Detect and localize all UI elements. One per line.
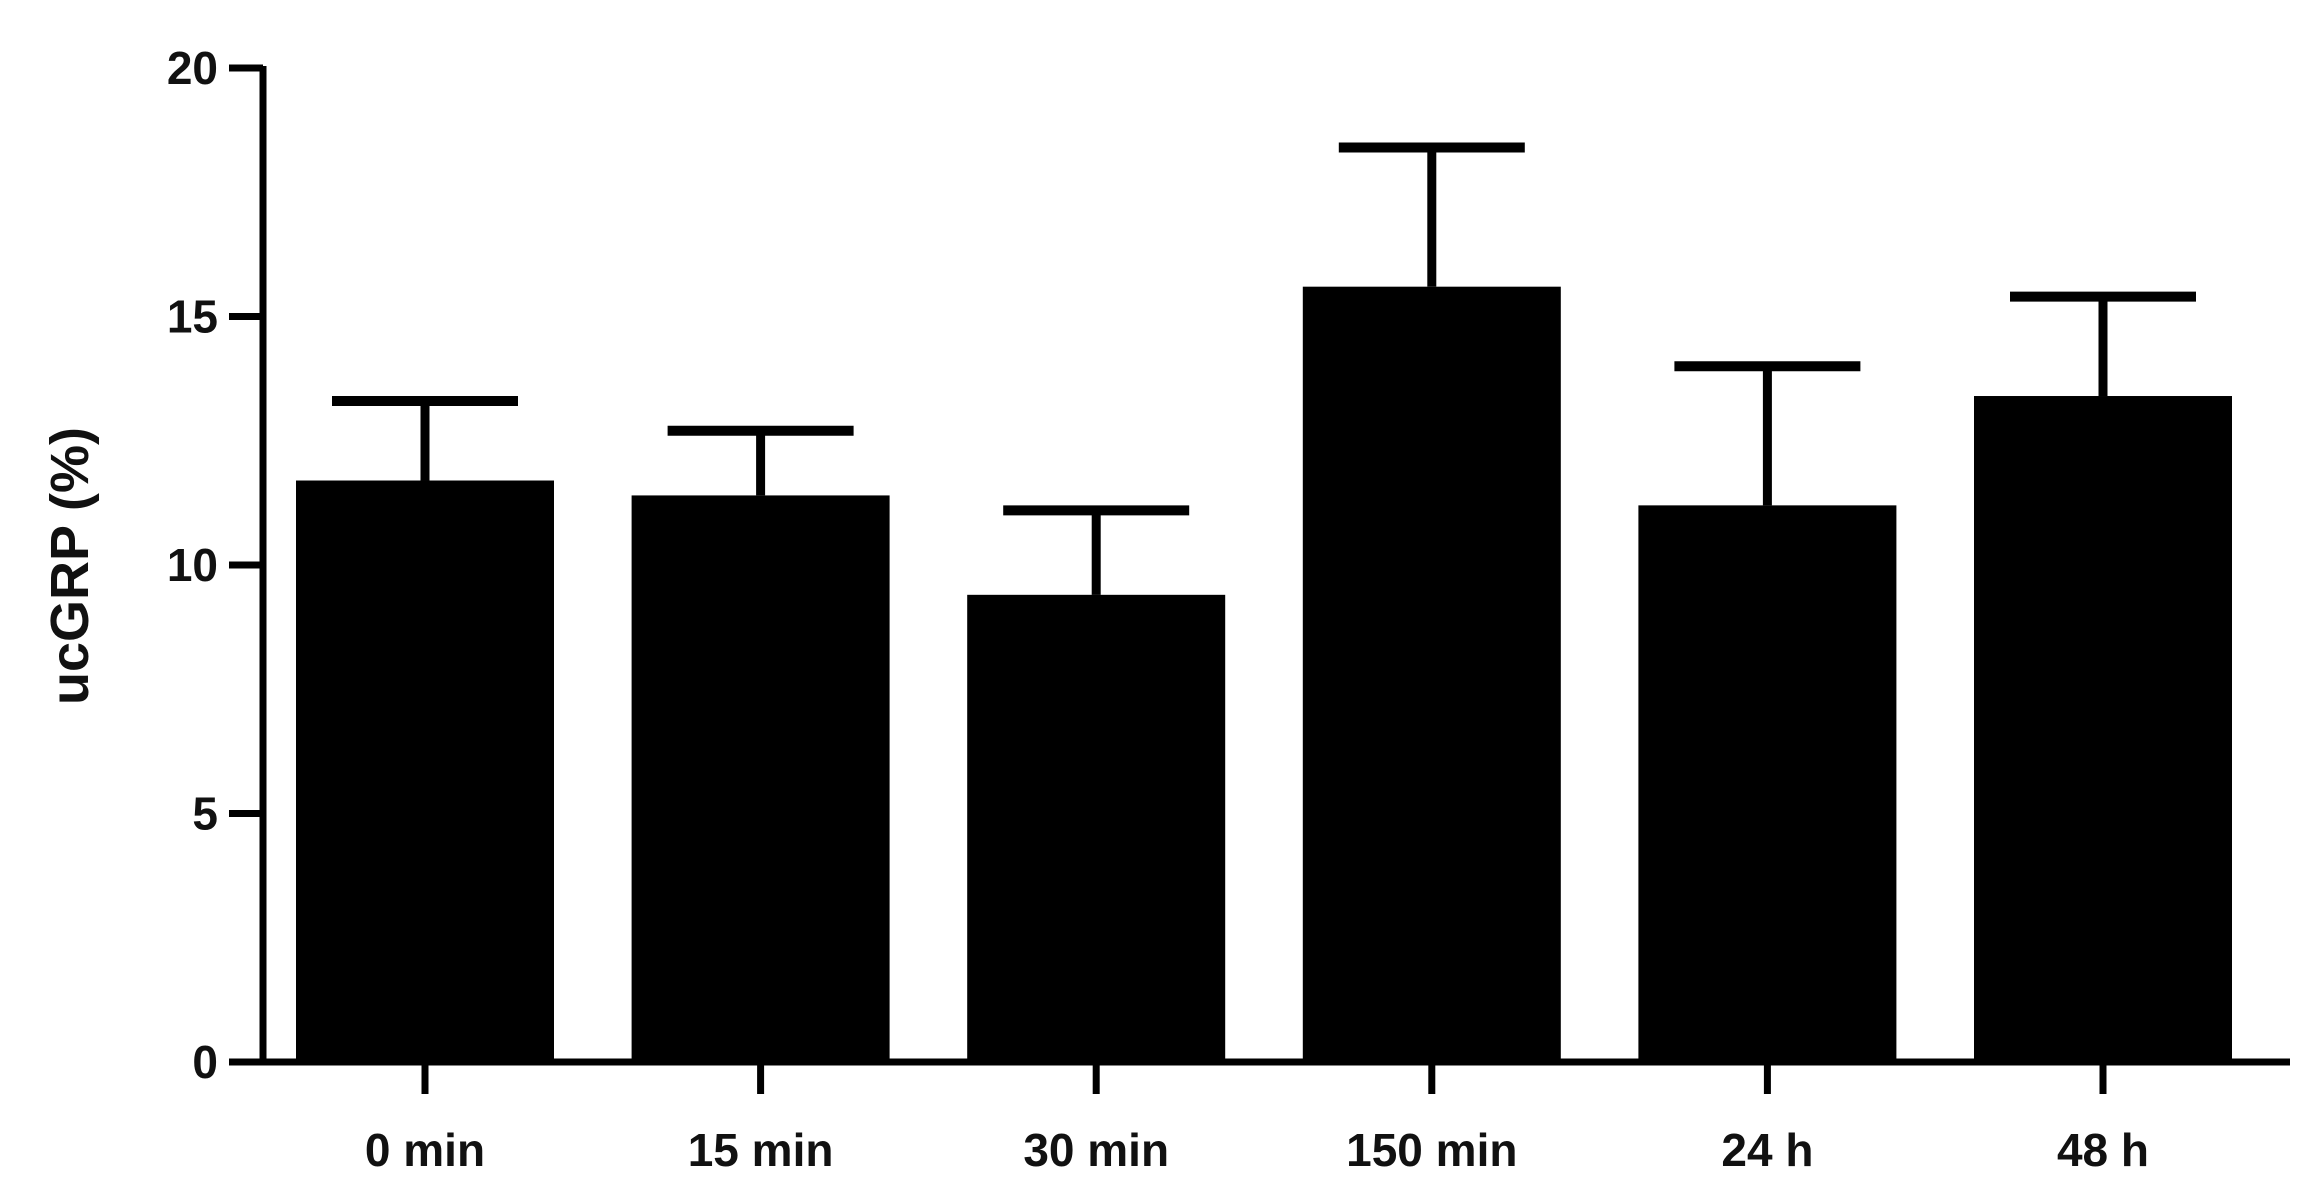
y-ticks: 0 5 10 15 20: [167, 42, 263, 1088]
y-tick-label: 20: [167, 42, 218, 94]
x-tick-label: 0 min: [365, 1124, 485, 1176]
y-axis-title: ucGRP (%): [40, 427, 100, 705]
bar: [1302, 286, 1561, 1062]
x-tick-label: 30 min: [1023, 1124, 1169, 1176]
bar: [631, 495, 890, 1062]
x-tick-label: 150 min: [1346, 1124, 1517, 1176]
y-tick-label: 0: [192, 1036, 218, 1088]
bars-layer: [296, 286, 2232, 1062]
error-bars-layer: [332, 142, 2196, 595]
y-tick-label: 15: [167, 291, 218, 343]
bar: [967, 594, 1226, 1062]
x-ticks: 0 min 15 min 30 min 150 min 24 h 48 h: [365, 1062, 2149, 1176]
x-tick-label: 15 min: [688, 1124, 834, 1176]
x-tick-label: 48 h: [2057, 1124, 2149, 1176]
x-tick-label: 24 h: [1721, 1124, 1813, 1176]
bar: [1638, 505, 1897, 1062]
y-tick-label: 10: [167, 539, 218, 591]
bar: [296, 480, 554, 1062]
y-tick-label: 5: [192, 788, 218, 840]
bar: [1974, 396, 2232, 1062]
